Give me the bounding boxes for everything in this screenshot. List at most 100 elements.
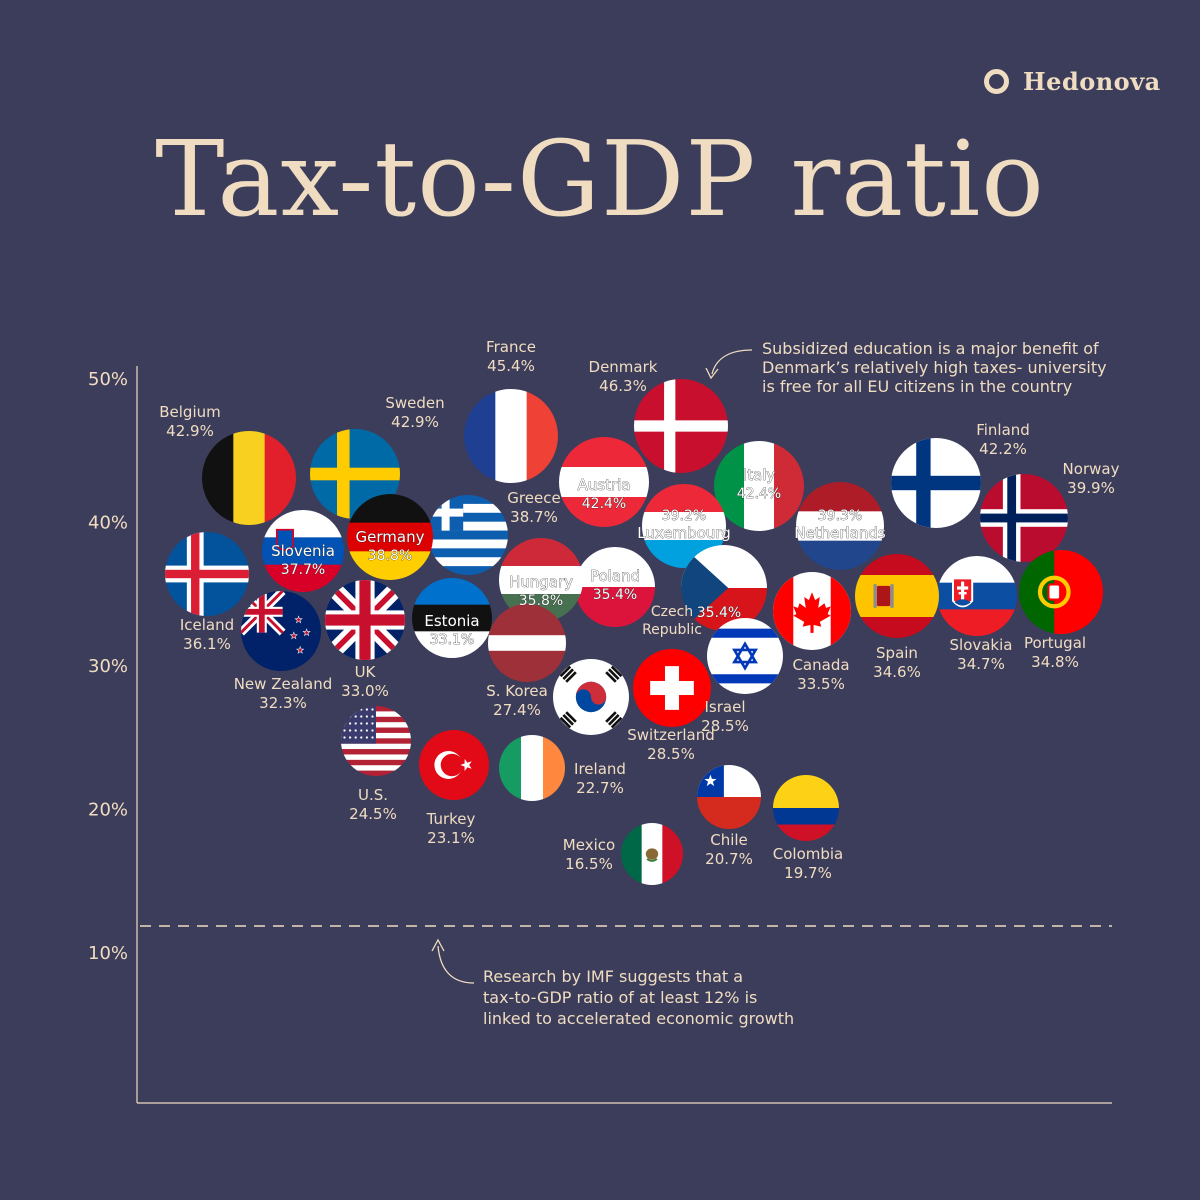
annotation-line: Denmark’s relatively high taxes- univers… — [762, 358, 1107, 377]
colombia-flag-icon — [773, 775, 839, 841]
value-label: 33.1% — [430, 632, 474, 648]
value-label: 22.7% — [576, 779, 624, 797]
brand-logo: Hedonova — [984, 66, 1161, 96]
slovenia-flag-icon — [262, 510, 344, 592]
canada-flag-icon — [773, 572, 851, 650]
country-label: Austria — [578, 476, 631, 494]
belgium-flag-icon — [202, 431, 297, 525]
value-label: 36.1% — [183, 635, 231, 653]
country-label: Republic — [642, 622, 702, 638]
country-label: Israel — [705, 698, 746, 716]
value-label: 33.5% — [797, 675, 845, 693]
value-label: 39.3% — [818, 508, 862, 524]
slovakia-flag-icon — [937, 556, 1017, 637]
data-label: Poland 35.4% — [590, 567, 641, 604]
value-label: 28.5% — [647, 745, 695, 763]
value-label: 38.8% — [368, 548, 412, 564]
y-tick-label: 50% — [88, 369, 128, 390]
country-label: Iceland — [180, 616, 234, 634]
annotation-line: tax-to-GDP ratio of at least 12% is — [483, 988, 757, 1007]
country-label: New Zealand — [234, 675, 333, 693]
country-label: Hungary — [509, 573, 573, 591]
value-label: 42.9% — [391, 413, 439, 431]
data-label: Hungary 35.8% — [509, 573, 574, 610]
iceland-flag-icon — [165, 532, 249, 616]
value-label: 33.0% — [341, 682, 389, 700]
country-label: Switzerland — [627, 726, 715, 744]
value-label: 42.4% — [737, 486, 781, 502]
value-label: 39.9% — [1067, 479, 1115, 497]
annotation-line: is free for all EU citizens in the count… — [762, 377, 1072, 396]
value-label: 28.5% — [701, 717, 749, 735]
value-label: 34.6% — [873, 663, 921, 681]
value-label: 35.4% — [593, 587, 637, 603]
data-label: Germany 38.8% — [355, 528, 425, 565]
ring-logo-icon — [984, 68, 1009, 94]
value-label: 24.5% — [349, 805, 397, 823]
annotation-line: Research by IMF suggests that a — [483, 967, 743, 986]
country-label: Germany — [356, 528, 425, 546]
country-label: Colombia — [773, 845, 844, 863]
uk-flag-icon — [325, 580, 406, 661]
ireland-flag-icon — [499, 735, 566, 801]
annotation-line: linked to accelerated economic growth — [483, 1009, 794, 1028]
value-label: 34.7% — [957, 655, 1005, 673]
country-label: Turkey — [426, 810, 476, 828]
annotation-arrow — [711, 349, 753, 375]
data-label: U.S.24.5% — [349, 786, 397, 823]
value-label: 20.7% — [705, 850, 753, 868]
data-label: Austria 42.4% — [577, 476, 631, 513]
data-label: Estonia 33.1% — [424, 612, 480, 649]
data-label: Italy 42.4% — [736, 466, 781, 503]
spain-flag-icon — [855, 554, 939, 638]
value-label: 39.2% — [662, 508, 706, 524]
country-label: Estonia — [424, 612, 479, 630]
switzerland-flag-icon — [633, 649, 711, 727]
value-label: 16.5% — [565, 855, 613, 873]
annotation-arrow — [437, 945, 475, 984]
value-label: 19.7% — [784, 864, 832, 882]
arrow-head-icon — [431, 938, 445, 952]
country-label: Italy — [743, 466, 776, 484]
country-label: Netherlands — [794, 524, 886, 542]
country-label: France — [486, 338, 536, 356]
country-label: Portugal — [1024, 634, 1086, 652]
y-tick-label: 10% — [88, 943, 128, 964]
annotation-line: Subsidized education is a major benefit … — [762, 339, 1099, 358]
value-label: 42.4% — [582, 496, 626, 512]
country-label: Canada — [792, 656, 849, 674]
country-label: UK — [355, 663, 377, 681]
latvia-flag-icon — [488, 604, 566, 682]
value-label: 42.2% — [979, 440, 1027, 458]
value-label: 38.7% — [510, 508, 558, 526]
israel-flag-icon — [707, 618, 783, 694]
value-label: 27.4% — [493, 701, 541, 719]
country-label: U.S. — [358, 786, 388, 804]
value-label: 35.4% — [697, 605, 741, 621]
y-tick-label: 30% — [88, 656, 128, 677]
data-label: Slovenia 37.7% — [271, 542, 335, 579]
usa-flag-icon — [341, 706, 411, 776]
value-label: 35.8% — [519, 593, 563, 609]
